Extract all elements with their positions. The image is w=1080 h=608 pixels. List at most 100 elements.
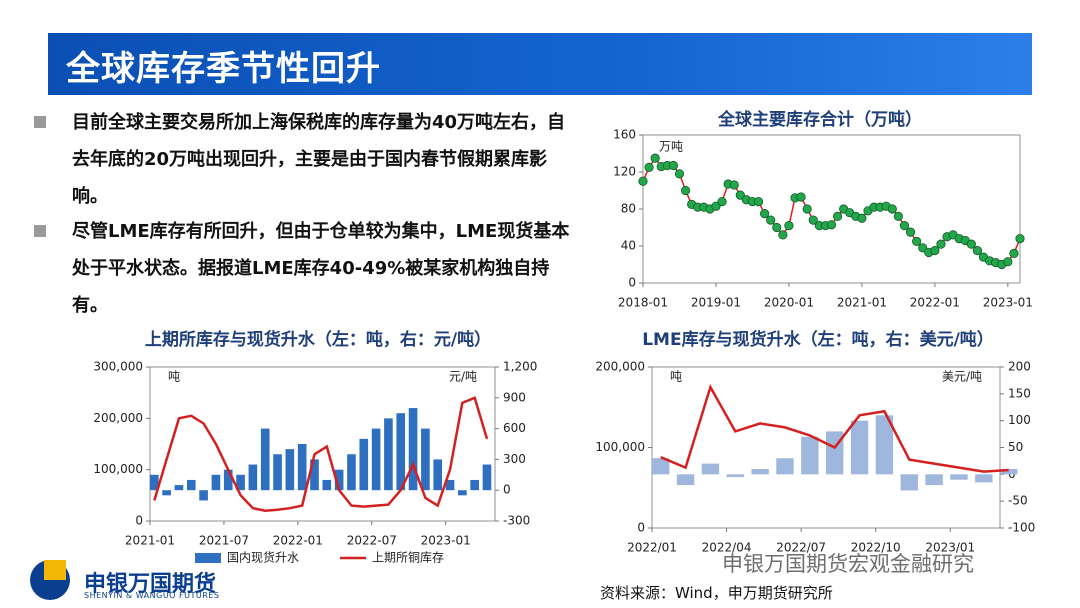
bullet-text: 尽管LME库存有所回升，但由于仓单较为集中，LME现货基本处于平水状态。据报道L… xyxy=(72,221,570,316)
y2-tick-label: 600 xyxy=(503,421,526,435)
bar xyxy=(310,459,319,491)
x-tick-label: 2021-01 xyxy=(837,296,887,310)
bar xyxy=(371,428,381,491)
marker xyxy=(680,185,691,196)
bar xyxy=(950,474,968,480)
marker xyxy=(766,215,776,225)
marker xyxy=(717,197,727,207)
marker xyxy=(802,204,812,214)
y2-tick-label: -300 xyxy=(503,514,530,528)
marker xyxy=(772,222,782,233)
bar xyxy=(470,479,479,491)
line xyxy=(660,383,1009,473)
bar xyxy=(433,459,443,491)
y-tick-label: 0 xyxy=(628,276,636,290)
marker xyxy=(912,236,922,246)
bar xyxy=(396,413,406,491)
y-tick-label: 200,000 xyxy=(595,360,645,374)
bar xyxy=(223,469,233,491)
y-tick-label: 80 xyxy=(621,202,636,216)
marker xyxy=(638,176,648,186)
bar xyxy=(482,464,492,491)
bar xyxy=(248,464,258,491)
marker xyxy=(808,215,818,225)
y2-unit: 元/吨 xyxy=(449,370,477,384)
bar xyxy=(297,444,307,491)
marker xyxy=(1015,234,1025,244)
marker xyxy=(966,239,976,249)
bar xyxy=(285,449,295,491)
plot-frame xyxy=(149,366,496,522)
marker xyxy=(650,153,660,163)
bullet-text: 目前全球主要交易所加上海保税库的库存量为40万吨左右，自去年底的20万吨出现回升… xyxy=(72,112,566,207)
bar xyxy=(701,463,720,475)
y-tick-label: 100,000 xyxy=(595,440,645,454)
x-tick-label: 2022-01 xyxy=(273,534,323,548)
y2-tick-label: 300 xyxy=(503,452,526,466)
bar xyxy=(359,438,369,491)
bar xyxy=(1000,468,1018,475)
chart-title: 上期所库存与现货升水（左：吨，右：元/吨） xyxy=(145,329,491,350)
bar xyxy=(975,474,993,483)
y2-tick-label: 0 xyxy=(503,483,511,497)
bar xyxy=(445,479,455,491)
bar xyxy=(174,485,184,491)
x-tick-label: 2021-07 xyxy=(199,534,249,548)
bar xyxy=(186,479,196,491)
marker xyxy=(796,192,806,202)
legend-swatch xyxy=(195,553,221,563)
marker xyxy=(644,162,654,172)
annotation: 万吨 xyxy=(659,140,683,154)
watermark: 申银万国期货宏观金融研究 xyxy=(722,552,974,576)
marker xyxy=(972,246,983,256)
y-unit: 吨 xyxy=(168,370,180,384)
y-unit: 吨 xyxy=(670,370,682,384)
marker xyxy=(826,220,837,230)
marker xyxy=(668,160,679,171)
marker xyxy=(887,204,897,214)
bar xyxy=(925,474,943,486)
bar xyxy=(408,408,418,491)
x-tick-label: 2022/07 xyxy=(776,541,826,555)
marker xyxy=(857,213,867,223)
marker xyxy=(729,180,739,190)
marker xyxy=(778,230,788,240)
bar xyxy=(322,479,332,491)
bar xyxy=(347,454,356,491)
source-note: 资料来源：Wind，申万期货研究所 xyxy=(600,584,833,602)
x-tick-label: 2019-01 xyxy=(691,296,741,310)
bar xyxy=(199,490,208,501)
bar xyxy=(273,454,282,491)
y2-tick-label: 1,200 xyxy=(503,360,537,374)
bar xyxy=(334,469,344,491)
chart-title: LME库存与现货升水（左：吨，右：美元/吨） xyxy=(642,329,994,350)
marker xyxy=(711,201,721,211)
marker xyxy=(760,209,770,219)
y2-tick-label: 150 xyxy=(1008,386,1031,400)
bar xyxy=(384,418,393,491)
bar xyxy=(776,458,794,475)
logo-text: 申银万国期货 xyxy=(84,572,217,597)
x-tick-label: 2022/10 xyxy=(851,541,901,555)
x-tick-label: 2023/01 xyxy=(925,541,975,555)
logo-subtitle: SHENYIN & WANGUO FUTURES xyxy=(84,591,220,600)
y2-tick-label: 200 xyxy=(1008,360,1031,374)
logo-mark xyxy=(30,560,70,600)
x-tick-label: 2018-01 xyxy=(618,296,668,310)
header-banner: 全球库存季节性回升 xyxy=(48,33,1032,95)
y-tick-label: 200,000 xyxy=(93,411,143,425)
bar xyxy=(850,420,869,475)
marker xyxy=(674,169,685,179)
y-tick-label: 100,000 xyxy=(93,462,143,476)
marker xyxy=(1003,257,1013,267)
y-tick-label: 0 xyxy=(637,521,645,535)
bar xyxy=(652,458,670,475)
marker xyxy=(1009,248,1019,258)
line xyxy=(153,396,489,512)
bar xyxy=(236,474,245,491)
marker xyxy=(918,243,928,253)
bar xyxy=(676,474,695,486)
bar xyxy=(801,436,819,475)
marker xyxy=(735,190,745,200)
